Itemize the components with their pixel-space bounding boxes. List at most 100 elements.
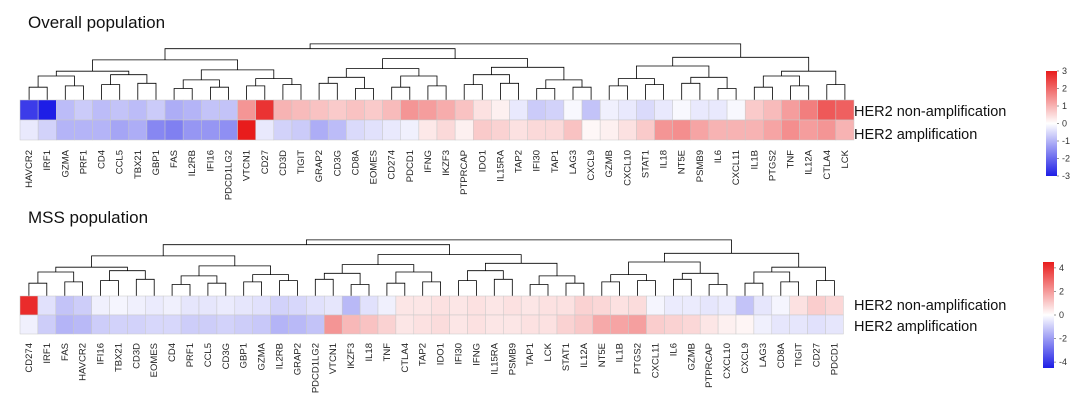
dendrogram-branch xyxy=(207,282,227,296)
dendrogram-branch xyxy=(500,82,519,100)
heatmap-cell xyxy=(449,295,468,316)
dendrogram-branch xyxy=(55,70,130,76)
heatmap-cell xyxy=(618,119,637,141)
gene-label: CTLA4 xyxy=(400,343,411,373)
heatmap-cell xyxy=(825,295,844,316)
heatmap-cell xyxy=(682,295,701,316)
gene-label: PDCD1 xyxy=(405,150,416,182)
heatmap-cell xyxy=(288,295,307,316)
gene-label: GZMB xyxy=(604,150,615,177)
dendrogram-branch xyxy=(708,284,728,296)
heatmap-cell xyxy=(672,119,692,141)
heatmap-cell xyxy=(825,314,844,335)
heatmap-cell xyxy=(395,295,415,316)
gene-label: LCK xyxy=(543,342,554,361)
dendrogram-branch xyxy=(753,86,773,100)
heatmap-cell xyxy=(467,314,486,335)
gene-label: IKZF3 xyxy=(441,150,452,176)
heatmap-cell xyxy=(454,99,474,121)
gene-label: CCL5 xyxy=(115,150,126,174)
heatmap-cell xyxy=(413,314,432,335)
heatmap-cell xyxy=(145,314,164,335)
heatmap-cell xyxy=(346,99,365,121)
gene-label: IFI30 xyxy=(454,343,465,365)
gene-label: IL1B xyxy=(749,150,760,170)
heatmap-cell xyxy=(324,314,343,335)
colorbar-tick-label: 2 xyxy=(1062,84,1067,94)
gene-label: LAG3 xyxy=(568,150,579,174)
gene-label: CXCL10 xyxy=(722,343,733,379)
heatmap-cell xyxy=(73,295,92,316)
heatmap-cell xyxy=(436,99,456,121)
heatmap-cell xyxy=(610,314,629,335)
heatmap-cell xyxy=(726,99,746,121)
dendrogram-branch xyxy=(771,266,826,281)
gene-label: TAP1 xyxy=(550,150,561,173)
overall-gene-labels: HAVCR2 IRF1 GZMA PRF1 CD4 CCL5 TBX21 GBP1 FAS IL2… xyxy=(24,149,851,200)
gene-label: CD4 xyxy=(97,150,108,169)
mss-dendrogram xyxy=(28,239,835,296)
heatmap-cell xyxy=(491,119,510,141)
gene-label: PSMB9 xyxy=(507,343,518,375)
gene-label: TBX21 xyxy=(133,150,144,179)
gene-label: STAT1 xyxy=(641,150,652,178)
heatmap-cell xyxy=(807,314,826,335)
gene-label: IL2RB xyxy=(187,150,198,176)
dendrogram-branch xyxy=(681,82,701,100)
dendrogram-branch xyxy=(672,56,810,72)
gene-label: HAVCR2 xyxy=(24,150,35,188)
dendrogram-branch xyxy=(601,281,620,296)
gene-label: IL18 xyxy=(364,343,375,362)
gene-label: IRF1 xyxy=(42,343,53,364)
heatmap-cell xyxy=(55,295,74,316)
heatmap-cell xyxy=(545,119,565,141)
heatmap-cell xyxy=(270,295,289,316)
gene-label: TNF xyxy=(786,150,797,169)
heatmap-cell xyxy=(449,314,468,335)
heatmap-cell xyxy=(563,99,583,121)
dendrogram-branch xyxy=(101,84,121,100)
overall-row-label-non-amp: HER2 non-amplification xyxy=(854,104,1006,120)
heatmap-cell xyxy=(273,99,293,121)
dendrogram-branch xyxy=(246,85,266,100)
heatmap-cell xyxy=(781,99,800,121)
gene-label: GZMA xyxy=(257,342,268,370)
heatmap-cell xyxy=(646,295,665,316)
heatmap-cell xyxy=(377,295,397,316)
heatmap-cell xyxy=(503,314,522,335)
heatmap-cell xyxy=(763,99,782,121)
heatmap-cell xyxy=(19,99,39,121)
heatmap-cell xyxy=(509,99,528,121)
gene-label: CD3G xyxy=(221,343,232,369)
heatmap-cell xyxy=(726,119,746,141)
heatmap-cell xyxy=(146,119,166,141)
heatmap-cell xyxy=(237,99,256,121)
heatmap-cell xyxy=(216,314,236,335)
heatmap-cell xyxy=(110,119,130,141)
dendrogram-branch xyxy=(28,282,48,296)
heatmap-cell xyxy=(491,99,510,121)
heatmap-cell xyxy=(581,119,601,141)
mss-colorbar: 4 2 0 -2 -4 xyxy=(1043,262,1067,368)
dendrogram-branch xyxy=(673,278,692,296)
heatmap-cell xyxy=(377,314,397,335)
heatmap-cell xyxy=(306,295,325,316)
gene-label: IL18 xyxy=(659,150,670,169)
gene-label: PTGS2 xyxy=(633,343,644,374)
gene-label: IL12A xyxy=(804,149,815,174)
heatmap-cell xyxy=(219,99,238,121)
heatmap-cell xyxy=(400,99,420,121)
heatmap-cell xyxy=(636,99,655,121)
gene-label: CD8A xyxy=(350,149,361,175)
gene-label: EOMES xyxy=(369,150,380,184)
gene-label: IL15RA xyxy=(495,149,506,181)
heatmap-cell xyxy=(92,119,111,141)
heatmap-cell xyxy=(164,119,184,141)
dendrogram-branch xyxy=(350,284,370,296)
heatmap-cell xyxy=(91,295,110,316)
gene-label: GBP1 xyxy=(151,150,162,175)
heatmap-cell xyxy=(618,99,637,121)
gene-label: PDCD1 xyxy=(829,343,840,375)
heatmap-cell xyxy=(198,295,218,316)
heatmap-cell xyxy=(382,119,401,141)
